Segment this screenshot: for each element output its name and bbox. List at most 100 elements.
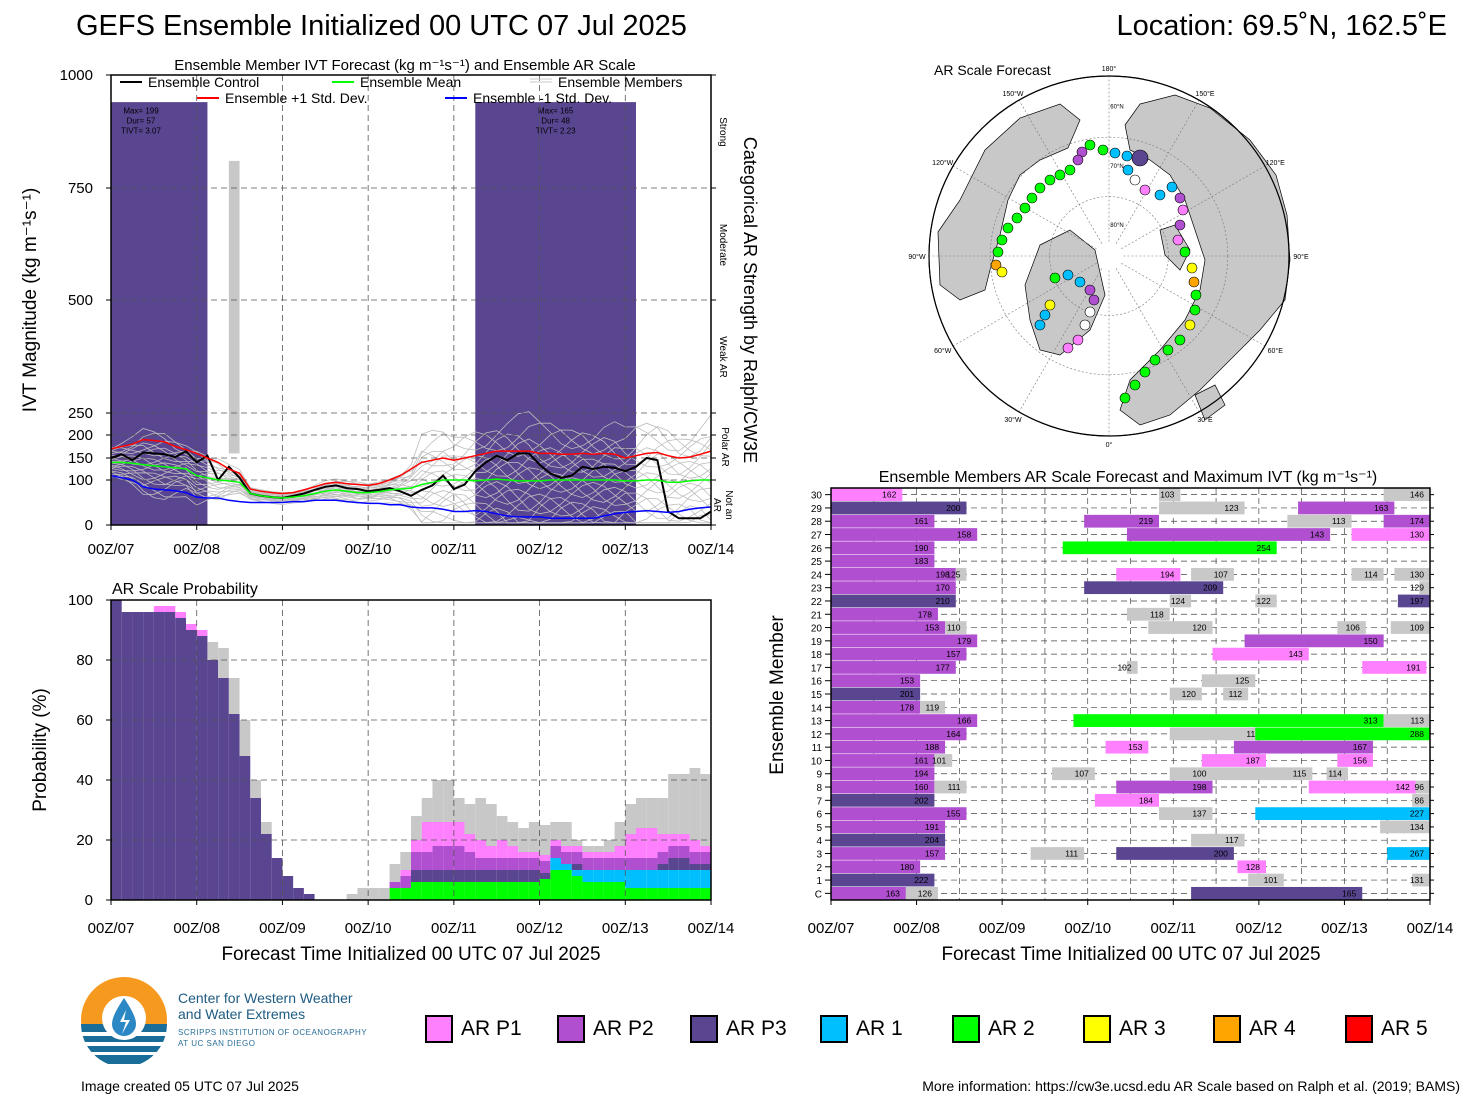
category-label: Moderate: [717, 224, 728, 267]
prob-bar-ar-p3: [303, 894, 315, 900]
prob-bar-not-an-ar: [421, 798, 433, 822]
map-lon-label: 90°E: [1293, 253, 1309, 261]
member-ar-segment: [831, 514, 935, 528]
legend-label: Ensemble Control: [148, 74, 259, 90]
y-tick-label: 40: [76, 772, 93, 789]
prob-bar-ar-p1: [443, 822, 454, 846]
prob-bar-not-an-ar: [475, 798, 486, 840]
member-max-ivt-label: 103: [1160, 490, 1174, 500]
y-tick-label: 150: [68, 450, 93, 467]
map-ar-dot: [1184, 319, 1196, 331]
prob-bar-ar-1: [668, 870, 679, 888]
map-ar-dot: [1054, 169, 1066, 181]
map-lon-label: 150°W: [1002, 90, 1023, 98]
prob-bar-not-an-ar: [250, 780, 261, 798]
prob-bar-ar-p2: [464, 852, 476, 870]
member-max-ivt-label: 184: [1139, 795, 1153, 805]
prob-bar-not-an-ar: [443, 780, 454, 822]
map-lon-label: 60°W: [934, 347, 952, 355]
map-ar-dot: [1186, 262, 1198, 274]
member-max-ivt-label: 146: [1410, 490, 1424, 500]
prob-bar-ar-p1: [561, 846, 572, 852]
map-meridian: [1018, 268, 1103, 413]
prob-bar-ar-p3: [464, 870, 476, 882]
map-lat-label: 60°N: [1110, 104, 1123, 110]
ar-period-dur: Dur= 48: [541, 116, 570, 125]
member-max-ivt-label: 254: [1256, 543, 1270, 553]
x-tick-label: 00Z/11: [431, 541, 477, 558]
member-max-ivt-label: 191: [925, 822, 939, 832]
member-ar-segment: [934, 780, 967, 794]
y-tick-label: 20: [76, 832, 93, 849]
prob-bar-ar-2: [400, 888, 411, 900]
map-ar-dot: [1174, 192, 1186, 204]
location-label: Location: 69.5˚N, 162.5˚E: [1116, 10, 1447, 42]
prob-bar-ar-2: [411, 882, 422, 900]
legend-swatch: [820, 1015, 848, 1043]
member-max-ivt-label: 178: [900, 702, 914, 712]
member-ar-segment: [1233, 740, 1373, 754]
members-y-label: Ensemble Member: [767, 615, 788, 775]
x-tick-label: 00Z/07: [88, 920, 135, 937]
prob-bar-ar-p3: [668, 858, 679, 870]
member-max-ivt-label: 158: [957, 530, 971, 540]
member-ar-segment: [945, 621, 967, 634]
member-ar-segment: [831, 568, 956, 581]
member-ar-segment: [1383, 514, 1430, 528]
member-ar-segment: [1394, 568, 1430, 581]
member-max-ivt-label: 165: [1342, 888, 1356, 898]
prob-bar-ar-p3: [261, 834, 272, 900]
map-ar-dot: [1034, 182, 1046, 194]
prob-bar-ar-p2: [421, 852, 433, 870]
member-max-ivt-label: 183: [914, 556, 928, 566]
map-ar-dot: [1190, 289, 1202, 301]
prob-bar-not-an-ar: [528, 822, 540, 852]
member-ar-segment: [1415, 780, 1430, 794]
y-tick-label: 200: [68, 427, 93, 444]
member-max-ivt-label: 167: [1353, 742, 1367, 752]
member-max-ivt-label: 150: [1363, 636, 1377, 646]
member-max-ivt-label: 128: [1246, 862, 1260, 872]
prob-bar-ar-p3: [700, 864, 711, 870]
legend-swatch: [1213, 1015, 1241, 1043]
prob-bar-ar-1: [561, 864, 572, 870]
x-tick-label: 00Z/09: [259, 541, 306, 558]
member-max-ivt-label: 142: [1396, 782, 1410, 792]
x-tick-label: 00Z/10: [1064, 920, 1111, 937]
ensemble-member-line: [110, 465, 712, 519]
prob-bar-not-an-ar: [561, 822, 572, 846]
prob-bar-ar-p3: [143, 612, 154, 900]
member-max-ivt-label: 119: [926, 702, 940, 712]
prob-bar-ar-p3: [432, 870, 444, 882]
member-ar-segment: [1159, 488, 1181, 502]
map-ar-dot: [1084, 306, 1096, 318]
member-max-ivt-label: 101: [1264, 875, 1278, 885]
map-ar-dot: [1179, 246, 1191, 258]
member-max-ivt-label: 153: [1128, 742, 1142, 752]
y-tick-label: 750: [68, 180, 93, 197]
prob-bar-ar-p2: [678, 846, 690, 858]
member-max-ivt-label: 155: [946, 809, 960, 819]
legend-label: AR P3: [726, 1017, 787, 1040]
map-ar-dot: [1011, 212, 1023, 224]
prob-bar-ar-2: [464, 882, 476, 900]
member-max-ivt-label: 200: [1214, 848, 1228, 858]
member-max-ivt-label: 130: [1410, 569, 1424, 579]
member-ar-segment: [1116, 780, 1213, 794]
member-label: 30: [811, 491, 823, 502]
member-max-ivt-label: 198: [1192, 782, 1206, 792]
prob-bar-ar-p2: [625, 858, 636, 870]
prob-bar-not-an-ar: [261, 822, 272, 834]
member-max-ivt-label: 288: [1410, 729, 1424, 739]
map-lon-label: 90°W: [908, 253, 926, 261]
y-tick-label: 60: [76, 712, 93, 729]
member-ar-segment: [1255, 594, 1277, 608]
prob-bar-ar-p3: [250, 798, 261, 900]
map-ar-dot: [1074, 276, 1086, 288]
logo-line-4: AT UC SAN DIEGO: [178, 1039, 256, 1048]
member-ar-segment: [831, 621, 946, 634]
prob-bar-ar-2: [432, 882, 444, 900]
x-tick-label: 00Z/08: [173, 920, 220, 937]
prob-bar-ar-p1: [186, 624, 197, 630]
x-tick-label: 00Z/07: [808, 920, 855, 937]
